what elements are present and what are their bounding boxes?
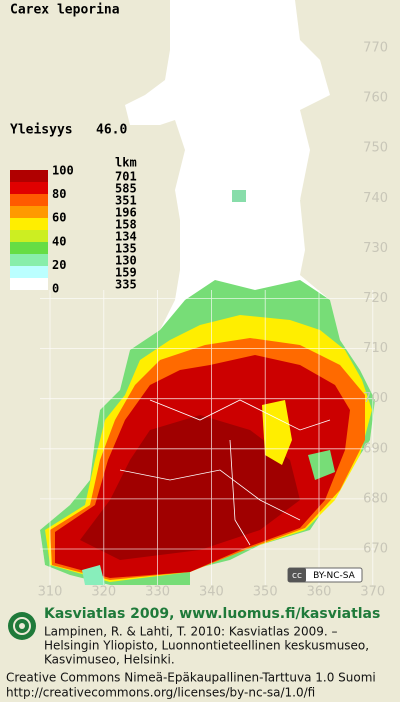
grid-y-label: 680 (363, 491, 388, 506)
license-text: Creative Commons Nimeä-Epäkaupallinen-Ta… (6, 671, 376, 685)
legend-count: 196 (115, 206, 137, 220)
license-badge-text: BY-NC-SA (313, 571, 356, 581)
zone-dark-red (80, 415, 300, 560)
legend-header: lkm (115, 156, 137, 170)
legend-scale-label: 0 (52, 282, 59, 296)
cc-icon: cc (292, 571, 302, 581)
legend-count: 130 (115, 254, 137, 268)
legend-count: 585 (115, 182, 137, 196)
license-badge: cc BY-NC-SA (287, 567, 363, 583)
grid (40, 290, 375, 585)
region-borders (119, 109, 331, 546)
patch-green (308, 450, 335, 480)
legend-swatch (10, 278, 48, 290)
grid-x-label: 330 (145, 585, 170, 600)
grid-y-label: 740 (363, 191, 388, 206)
legend-swatch (10, 242, 48, 254)
grid-y-label: 760 (363, 91, 388, 106)
grid-y-label: 750 (363, 141, 388, 156)
legend-swatch (10, 218, 48, 230)
legend-scale-label: 60 (52, 211, 66, 225)
grid-y-label: 690 (363, 441, 388, 456)
legend-swatch (10, 206, 48, 218)
legend-count: 134 (115, 230, 137, 244)
license-url[interactable]: http://creativecommons.org/licenses/by-n… (6, 686, 315, 700)
grid-y-label: 710 (363, 341, 388, 356)
grid-x-label: 370 (360, 585, 385, 600)
legend-swatch (10, 194, 48, 206)
legend-count: 351 (115, 194, 137, 208)
legend-swatch (10, 230, 48, 242)
citation-line: Lampinen, R. & Lahti, T. 2010: Kasviatla… (44, 625, 338, 639)
legend-count: 135 (115, 242, 137, 256)
legend-scale-label: 100 (52, 164, 74, 178)
grid-x-label: 360 (307, 585, 332, 600)
citation-line: Helsingin Yliopisto, Luonnontieteellinen… (44, 639, 369, 653)
grid-y-label: 730 (363, 241, 388, 256)
grid-x-label: 350 (253, 585, 278, 600)
patch-edge-green (82, 565, 105, 585)
citation-line: Kasvimuseo, Helsinki. (44, 653, 175, 667)
legend-count: 159 (115, 266, 137, 280)
legend-swatch (10, 266, 48, 278)
grid-x-label: 310 (38, 585, 63, 600)
patch-small-green (232, 190, 246, 202)
legend-scale-label: 40 (52, 234, 66, 248)
grid-labels: 770 760 750 740 730 720 710 700 690 680 670 310 320 3… (38, 41, 388, 600)
legend-swatch (10, 170, 48, 182)
grid-y-label: 720 (363, 291, 388, 306)
legend-swatch (10, 182, 48, 194)
grid-y-label: 700 (363, 391, 388, 406)
legend-count: 701 (115, 170, 137, 184)
grid-x-label: 320 (91, 585, 116, 600)
legend-swatch (10, 254, 48, 266)
legend-scale-label: 80 (52, 187, 66, 201)
legend-scale-label: 20 (52, 258, 66, 272)
brand[interactable]: Kasviatlas 2009, www.luomus.fi/kasviatla… (44, 606, 380, 622)
grid-y-label: 670 (363, 542, 388, 557)
grid-x-label: 340 (199, 585, 224, 600)
citation: Lampinen, R. & Lahti, T. 2010: Kasviatla… (44, 625, 369, 667)
logo (8, 612, 36, 640)
grid-y-label: 770 (363, 41, 388, 56)
species-title: Carex leporina (10, 3, 120, 18)
frequency-value: 46.0 (96, 123, 127, 138)
legend-count: 158 (115, 218, 137, 232)
legend-count: 335 (115, 278, 137, 292)
frequency-label: Yleisyys (10, 123, 73, 138)
